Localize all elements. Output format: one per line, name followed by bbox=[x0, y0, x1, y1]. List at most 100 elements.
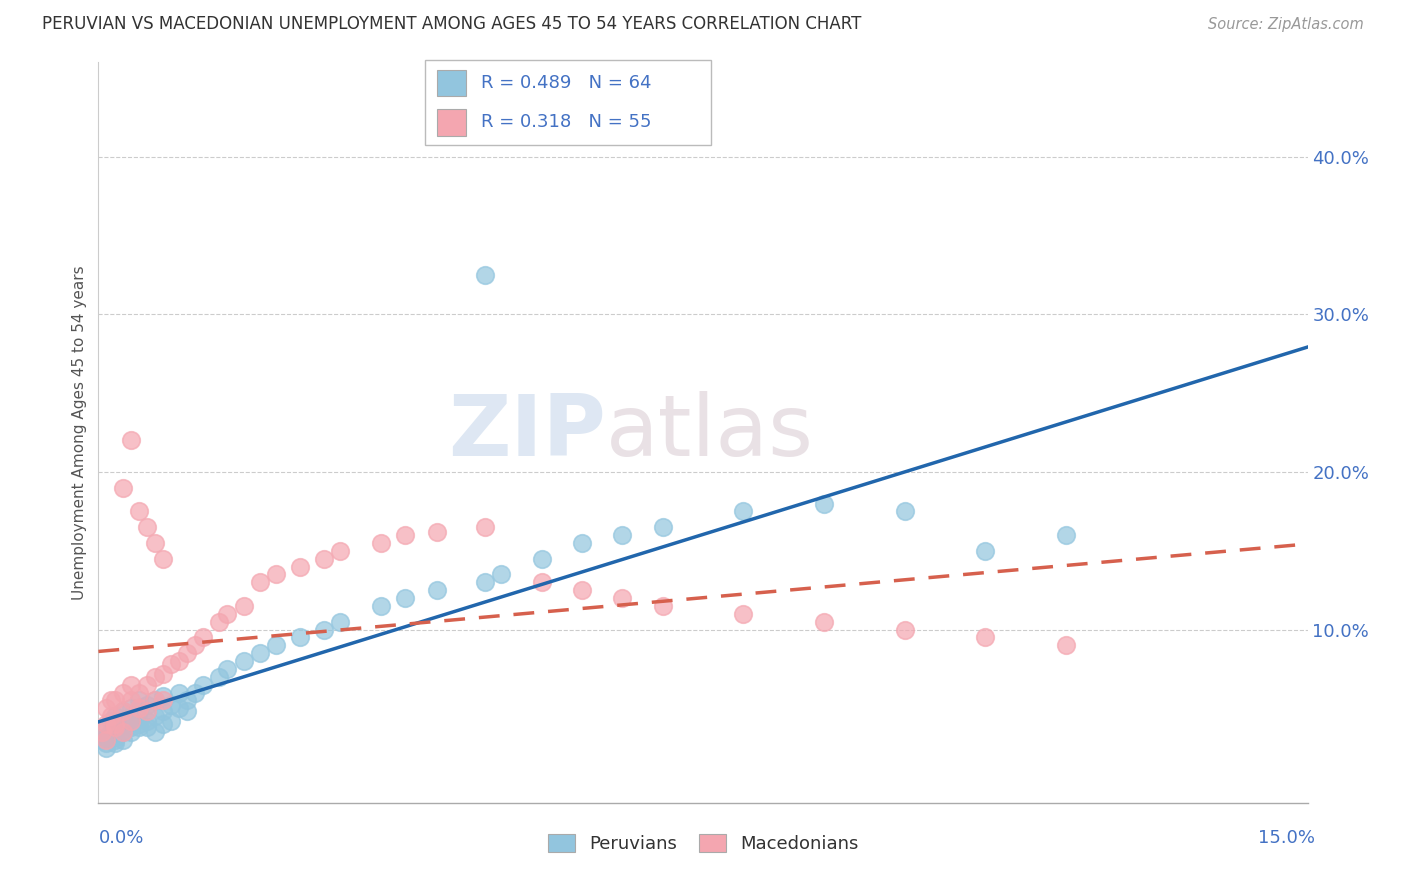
Point bbox=[128, 701, 150, 715]
Point bbox=[100, 714, 122, 728]
Point bbox=[733, 607, 755, 621]
Point bbox=[111, 725, 134, 739]
Text: Source: ZipAtlas.com: Source: ZipAtlas.com bbox=[1208, 17, 1364, 31]
Point bbox=[893, 504, 915, 518]
Point bbox=[96, 701, 118, 715]
Point bbox=[111, 714, 134, 728]
Point bbox=[314, 623, 336, 637]
Point bbox=[208, 615, 231, 629]
Point bbox=[176, 705, 198, 719]
Point bbox=[491, 567, 513, 582]
Point bbox=[111, 481, 134, 495]
Point bbox=[103, 736, 125, 750]
Point bbox=[91, 732, 114, 747]
Point bbox=[103, 693, 125, 707]
Point bbox=[111, 705, 134, 719]
Point bbox=[612, 591, 634, 605]
Point bbox=[217, 662, 239, 676]
Text: ZIP: ZIP bbox=[449, 391, 606, 475]
Point bbox=[96, 717, 118, 731]
Point bbox=[103, 717, 125, 731]
Point bbox=[176, 693, 198, 707]
Text: atlas: atlas bbox=[606, 391, 814, 475]
Point bbox=[120, 434, 142, 448]
Point bbox=[160, 714, 183, 728]
Point bbox=[813, 615, 835, 629]
Point bbox=[264, 567, 287, 582]
Point bbox=[314, 551, 336, 566]
Point bbox=[120, 693, 142, 707]
Legend: Peruvians, Macedonians: Peruvians, Macedonians bbox=[540, 827, 866, 861]
Point bbox=[184, 638, 207, 652]
Point bbox=[426, 524, 449, 539]
Point bbox=[167, 685, 190, 699]
Point bbox=[91, 725, 114, 739]
Text: R = 0.318   N = 55: R = 0.318 N = 55 bbox=[481, 113, 651, 131]
Point bbox=[167, 701, 190, 715]
Point bbox=[128, 693, 150, 707]
Point bbox=[135, 520, 157, 534]
Text: 0.0%: 0.0% bbox=[98, 829, 143, 847]
Point bbox=[135, 720, 157, 734]
Point bbox=[111, 725, 134, 739]
Point bbox=[100, 693, 122, 707]
Point bbox=[111, 685, 134, 699]
Point bbox=[96, 740, 118, 755]
Point bbox=[288, 631, 311, 645]
Point bbox=[394, 591, 416, 605]
Point bbox=[120, 678, 142, 692]
Point bbox=[974, 631, 997, 645]
Point bbox=[474, 520, 496, 534]
Point bbox=[370, 599, 392, 613]
Point bbox=[530, 575, 553, 590]
Point bbox=[176, 646, 198, 660]
Point bbox=[232, 599, 254, 613]
Point bbox=[135, 714, 157, 728]
Point bbox=[152, 717, 174, 731]
Point bbox=[103, 709, 125, 723]
FancyBboxPatch shape bbox=[425, 60, 711, 145]
Point bbox=[128, 720, 150, 734]
Text: 15.0%: 15.0% bbox=[1257, 829, 1315, 847]
Point bbox=[100, 709, 122, 723]
Point bbox=[120, 709, 142, 723]
Point bbox=[96, 736, 118, 750]
Point bbox=[96, 720, 118, 734]
Y-axis label: Unemployment Among Ages 45 to 54 years: Unemployment Among Ages 45 to 54 years bbox=[72, 265, 87, 600]
Point bbox=[193, 631, 215, 645]
Point bbox=[120, 714, 142, 728]
Point bbox=[111, 705, 134, 719]
Point bbox=[103, 720, 125, 734]
Text: PERUVIAN VS MACEDONIAN UNEMPLOYMENT AMONG AGES 45 TO 54 YEARS CORRELATION CHART: PERUVIAN VS MACEDONIAN UNEMPLOYMENT AMON… bbox=[42, 14, 862, 32]
Point bbox=[120, 720, 142, 734]
Point bbox=[193, 678, 215, 692]
Point bbox=[651, 520, 673, 534]
Point bbox=[96, 732, 118, 747]
Point bbox=[128, 717, 150, 731]
Point bbox=[974, 543, 997, 558]
Point bbox=[264, 638, 287, 652]
Point bbox=[103, 732, 125, 747]
Point bbox=[160, 698, 183, 713]
Point bbox=[167, 654, 190, 668]
Point bbox=[143, 693, 166, 707]
Point bbox=[426, 583, 449, 598]
Point bbox=[152, 705, 174, 719]
Point bbox=[143, 693, 166, 707]
Point bbox=[135, 678, 157, 692]
Point bbox=[143, 536, 166, 550]
Point bbox=[813, 496, 835, 510]
Point bbox=[1054, 638, 1077, 652]
Point bbox=[128, 685, 150, 699]
Point bbox=[152, 689, 174, 703]
FancyBboxPatch shape bbox=[436, 70, 467, 96]
Point bbox=[135, 698, 157, 713]
Point bbox=[143, 709, 166, 723]
Point bbox=[329, 615, 352, 629]
Point bbox=[651, 599, 673, 613]
Point bbox=[394, 528, 416, 542]
FancyBboxPatch shape bbox=[436, 109, 467, 136]
Point bbox=[128, 504, 150, 518]
Point bbox=[143, 670, 166, 684]
Point bbox=[571, 583, 593, 598]
